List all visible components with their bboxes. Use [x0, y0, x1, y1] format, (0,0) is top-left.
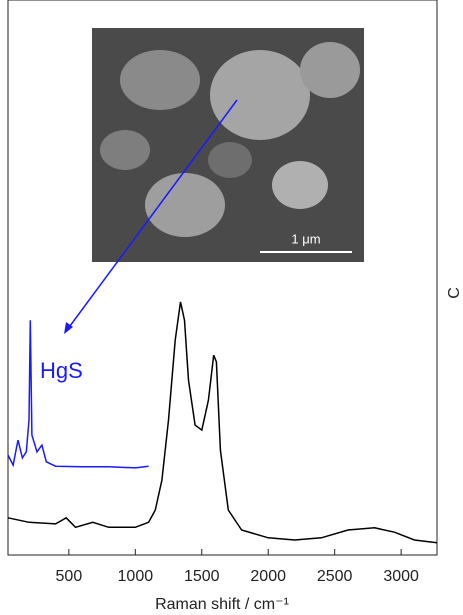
x-tick-label: 500 — [56, 568, 83, 585]
x-tick-label: 1500 — [184, 568, 220, 585]
scale-bar-label: 1 μm — [291, 231, 320, 246]
x-tick-label: 2500 — [317, 568, 353, 585]
x-tick-label: 3000 — [383, 568, 419, 585]
sem-inset: 1 μm — [92, 28, 364, 262]
spectrum-line — [8, 320, 149, 468]
y-axis-label: C — [446, 287, 463, 299]
x-tick-label: 2000 — [250, 568, 286, 585]
chart: 1 μm HgS Raman shift / cm⁻¹ C 500 1000 150… — [0, 0, 463, 615]
spectrum-line — [8, 302, 437, 543]
hgs-label: HgS — [40, 358, 83, 383]
x-axis-label: Raman shift / cm⁻¹ — [155, 596, 289, 613]
x-tick-label: 1000 — [118, 568, 154, 585]
